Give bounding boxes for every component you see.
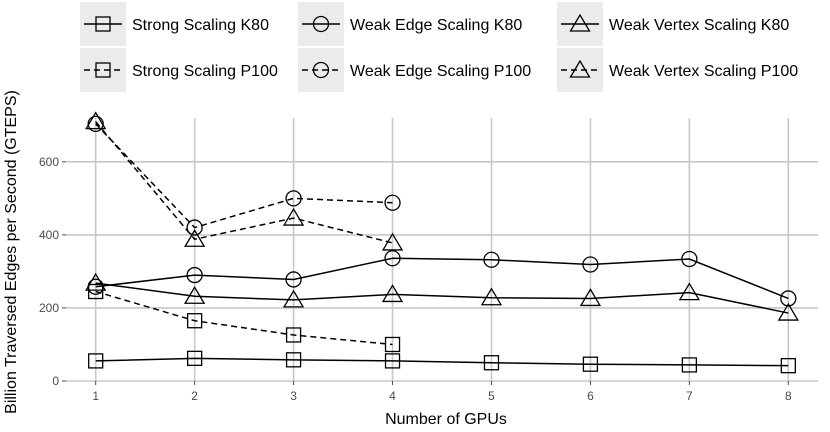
point-weak-vertex-scaling-p100: [381, 232, 404, 251]
point-weak-edge-scaling-k80: [384, 250, 401, 267]
legend-label: Strong Scaling P100: [132, 63, 278, 80]
point-weak-vertex-scaling-k80: [579, 288, 602, 307]
point-weak-edge-scaling-p100: [87, 115, 104, 132]
series-line-weak-edge-scaling-k80: [95, 257, 789, 300]
legend-item-strong-scaling-k80: Strong Scaling K80: [80, 2, 269, 46]
point-strong-scaling-p100: [384, 336, 401, 353]
series-line-strong-scaling-p100: [95, 290, 393, 346]
point-weak-vertex-scaling-p100: [183, 228, 206, 247]
point-strong-scaling-k80: [88, 353, 104, 369]
series-line-weak-edge-scaling-p100: [95, 123, 393, 229]
x-tick-label: 6: [587, 389, 594, 403]
series-weak-edge-scaling-k80: [87, 250, 797, 307]
x-tick-label: 7: [686, 389, 693, 403]
series-layer: [85, 111, 799, 374]
point-weak-vertex-scaling-k80: [480, 287, 503, 306]
x-axis-title: Number of GPUs: [385, 411, 507, 428]
y-tick-label: 0: [52, 374, 59, 388]
legend-key-marker: [569, 13, 591, 32]
legend-label: Weak Edge Scaling P100: [350, 63, 531, 80]
legend-key-marker: [569, 59, 591, 78]
point-strong-scaling-p100: [88, 283, 104, 300]
legend-label: Strong Scaling K80: [132, 17, 269, 34]
point-weak-vertex-scaling-k80: [381, 284, 404, 303]
point-weak-vertex-scaling-p100: [85, 111, 107, 130]
legend-key-marker: [312, 61, 330, 79]
axes: 0 200 400 600 1 2 3 4 5 6 7 8: [39, 155, 792, 403]
point-strong-scaling-k80: [780, 358, 796, 374]
x-tick-label: 1: [92, 389, 99, 403]
legend-key-marker: [95, 16, 111, 32]
point-weak-vertex-scaling-k80: [678, 282, 701, 301]
point-weak-vertex-scaling-k80: [183, 285, 206, 304]
legend-item-weak-edge-scaling-k80: Weak Edge Scaling K80: [298, 2, 522, 46]
point-weak-edge-scaling-p100: [186, 219, 203, 236]
y-tick-label: 200: [39, 301, 59, 315]
grid-lines: [66, 118, 818, 382]
point-strong-scaling-p100: [186, 313, 203, 329]
point-weak-vertex-scaling-k80: [282, 289, 305, 308]
legend-key-marker: [312, 15, 330, 33]
point-weak-edge-scaling-k80: [285, 271, 302, 288]
legend-item-weak-vertex-scaling-p100: Weak Vertex Scaling P100: [557, 48, 798, 92]
point-weak-edge-scaling-k80: [186, 266, 203, 284]
series-strong-scaling-p100: [88, 283, 401, 353]
legend-item-weak-vertex-scaling-k80: Weak Vertex Scaling K80: [557, 2, 789, 46]
point-strong-scaling-k80: [285, 352, 302, 368]
point-strong-scaling-k80: [384, 353, 401, 369]
point-strong-scaling-p100: [285, 327, 302, 343]
x-tick-label: 4: [389, 389, 396, 403]
legend-label: Weak Vertex Scaling P100: [609, 63, 798, 80]
legend-label: Weak Vertex Scaling K80: [609, 17, 789, 34]
point-weak-edge-scaling-p100: [384, 194, 401, 211]
y-axis-title: Billion Traversed Edges per Second (GTEP…: [3, 90, 20, 414]
y-tick-label: 600: [39, 155, 59, 169]
point-strong-scaling-k80: [582, 356, 599, 372]
point-weak-vertex-scaling-k80: [85, 272, 107, 291]
series-strong-scaling-k80: [88, 350, 796, 374]
point-weak-vertex-scaling-p100: [282, 207, 305, 226]
legend-item-weak-edge-scaling-p100: Weak Edge Scaling P100: [298, 48, 531, 92]
point-weak-edge-scaling-k80: [780, 290, 797, 307]
point-weak-edge-scaling-k80: [582, 256, 599, 273]
x-tick-label: 5: [488, 389, 495, 403]
y-tick-label: 400: [39, 228, 59, 242]
point-strong-scaling-k80: [186, 350, 203, 367]
legend-item-strong-scaling-p100: Strong Scaling P100: [80, 48, 278, 92]
point-strong-scaling-k80: [483, 355, 500, 371]
x-tick-label: 2: [191, 389, 198, 403]
series-weak-vertex-scaling-p100: [85, 111, 404, 251]
point-weak-edge-scaling-k80: [483, 251, 500, 268]
point-strong-scaling-k80: [681, 357, 698, 373]
point-weak-vertex-scaling-k80: [777, 302, 799, 321]
point-weak-edge-scaling-p100: [285, 190, 302, 207]
legend: Strong Scaling K80 Weak Edge Scaling K80 W…: [80, 2, 798, 92]
legend-label: Weak Edge Scaling K80: [350, 17, 522, 34]
x-tick-label: 3: [290, 389, 297, 403]
series-line-weak-vertex-scaling-p100: [95, 121, 393, 244]
series-weak-vertex-scaling-k80: [85, 272, 799, 321]
x-tick-label: 8: [785, 389, 792, 403]
series-line-strong-scaling-k80: [95, 357, 789, 367]
legend-key-marker: [95, 62, 111, 78]
series-weak-edge-scaling-p100: [87, 115, 401, 236]
series-line-weak-vertex-scaling-k80: [95, 282, 789, 314]
point-weak-edge-scaling-k80: [681, 250, 698, 268]
